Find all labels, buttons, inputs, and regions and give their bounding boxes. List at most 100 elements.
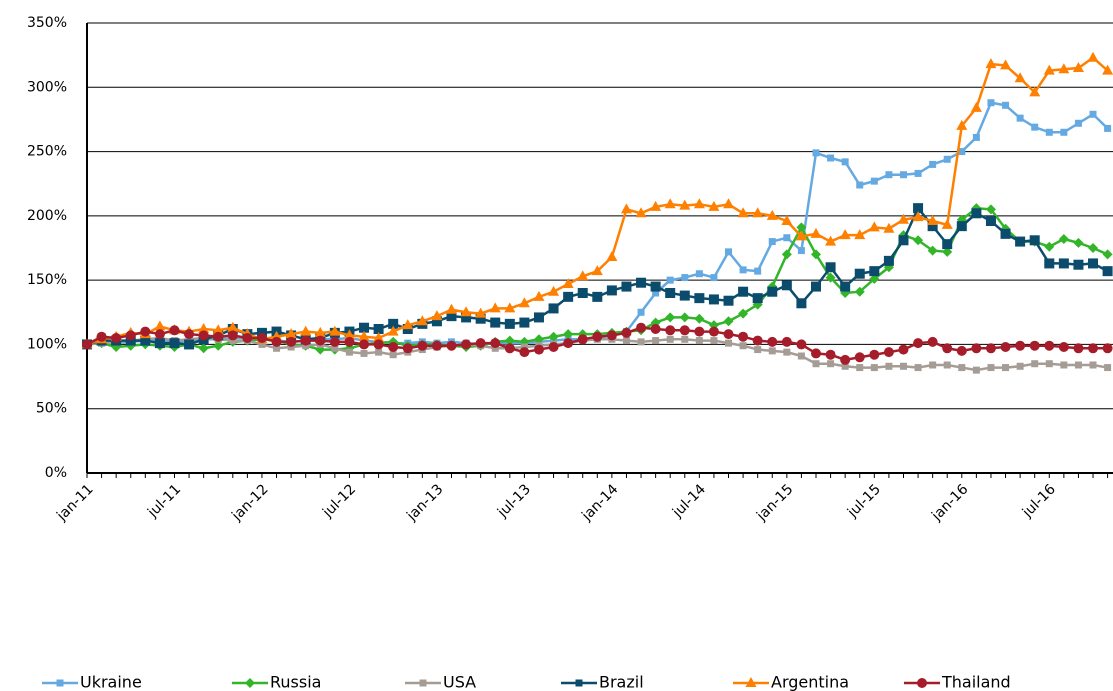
point <box>461 312 472 323</box>
legend-text: Thailand <box>941 673 1011 691</box>
y-tick-label: 100% <box>27 336 67 352</box>
point <box>300 325 312 336</box>
point <box>1000 228 1011 239</box>
point <box>737 207 749 218</box>
point <box>82 339 92 350</box>
point <box>781 249 792 260</box>
legend-item: USA <box>405 673 476 691</box>
point <box>184 329 195 340</box>
point <box>359 322 370 333</box>
point <box>694 326 705 337</box>
point <box>1074 119 1082 127</box>
point <box>1014 72 1026 83</box>
point <box>375 348 383 356</box>
point <box>681 274 689 282</box>
point <box>811 348 821 359</box>
point <box>795 230 807 241</box>
point <box>1058 342 1069 352</box>
point <box>359 339 370 350</box>
x-tick-label: jul-12 <box>319 481 359 521</box>
point <box>898 344 909 355</box>
point <box>213 331 224 342</box>
point <box>781 280 792 291</box>
point <box>840 281 851 292</box>
point <box>738 286 749 297</box>
point <box>460 306 472 317</box>
point <box>1045 128 1053 136</box>
point <box>942 239 953 250</box>
point <box>125 330 136 341</box>
point <box>856 364 864 372</box>
legend-item: Russia <box>232 673 321 691</box>
point <box>710 337 718 345</box>
point <box>869 266 880 277</box>
point <box>666 276 674 284</box>
point <box>504 302 516 313</box>
point <box>650 281 661 292</box>
point <box>198 323 210 333</box>
point <box>229 337 237 345</box>
point <box>185 335 193 343</box>
point <box>693 198 705 209</box>
point <box>591 265 603 276</box>
x-tick-label: jan-15 <box>753 481 796 524</box>
point <box>548 303 559 314</box>
point <box>665 325 676 336</box>
point <box>1102 249 1113 260</box>
point <box>650 324 661 334</box>
point <box>1015 236 1026 247</box>
point <box>985 58 997 69</box>
point <box>664 198 676 209</box>
point <box>358 330 370 341</box>
point <box>402 343 413 354</box>
point <box>504 343 515 354</box>
point <box>388 318 399 329</box>
point <box>783 348 791 356</box>
point <box>929 160 937 168</box>
point <box>679 290 690 301</box>
point <box>738 308 749 319</box>
point <box>695 337 703 345</box>
point <box>972 366 980 374</box>
point <box>1044 258 1055 269</box>
point <box>245 678 255 688</box>
point <box>300 335 311 346</box>
point <box>754 346 762 354</box>
point <box>504 335 515 346</box>
point <box>198 343 209 354</box>
point <box>242 333 253 343</box>
point <box>1088 258 1099 269</box>
point <box>1074 361 1082 369</box>
point <box>154 338 165 349</box>
point <box>956 119 968 130</box>
point <box>140 335 151 346</box>
point <box>504 318 515 329</box>
point <box>825 235 837 246</box>
point <box>913 338 924 349</box>
point <box>373 324 384 334</box>
point <box>768 238 776 246</box>
point <box>606 285 617 296</box>
legend-item: Argentina <box>733 673 849 691</box>
x-tick-label: jul-13 <box>494 481 534 521</box>
point <box>111 333 122 343</box>
point <box>620 203 632 214</box>
point <box>754 267 762 275</box>
point <box>723 198 735 209</box>
point <box>679 312 690 323</box>
point <box>745 677 757 687</box>
point <box>489 302 501 313</box>
point <box>783 234 791 242</box>
point <box>812 360 820 368</box>
point <box>987 99 995 107</box>
point <box>125 335 136 346</box>
point <box>913 235 924 246</box>
line <box>86 205 1109 346</box>
point <box>575 679 583 687</box>
y-tick-label: 250% <box>27 144 67 160</box>
point <box>725 248 733 256</box>
point <box>446 311 457 322</box>
point <box>708 326 719 337</box>
point <box>723 316 734 327</box>
point <box>1016 114 1024 122</box>
